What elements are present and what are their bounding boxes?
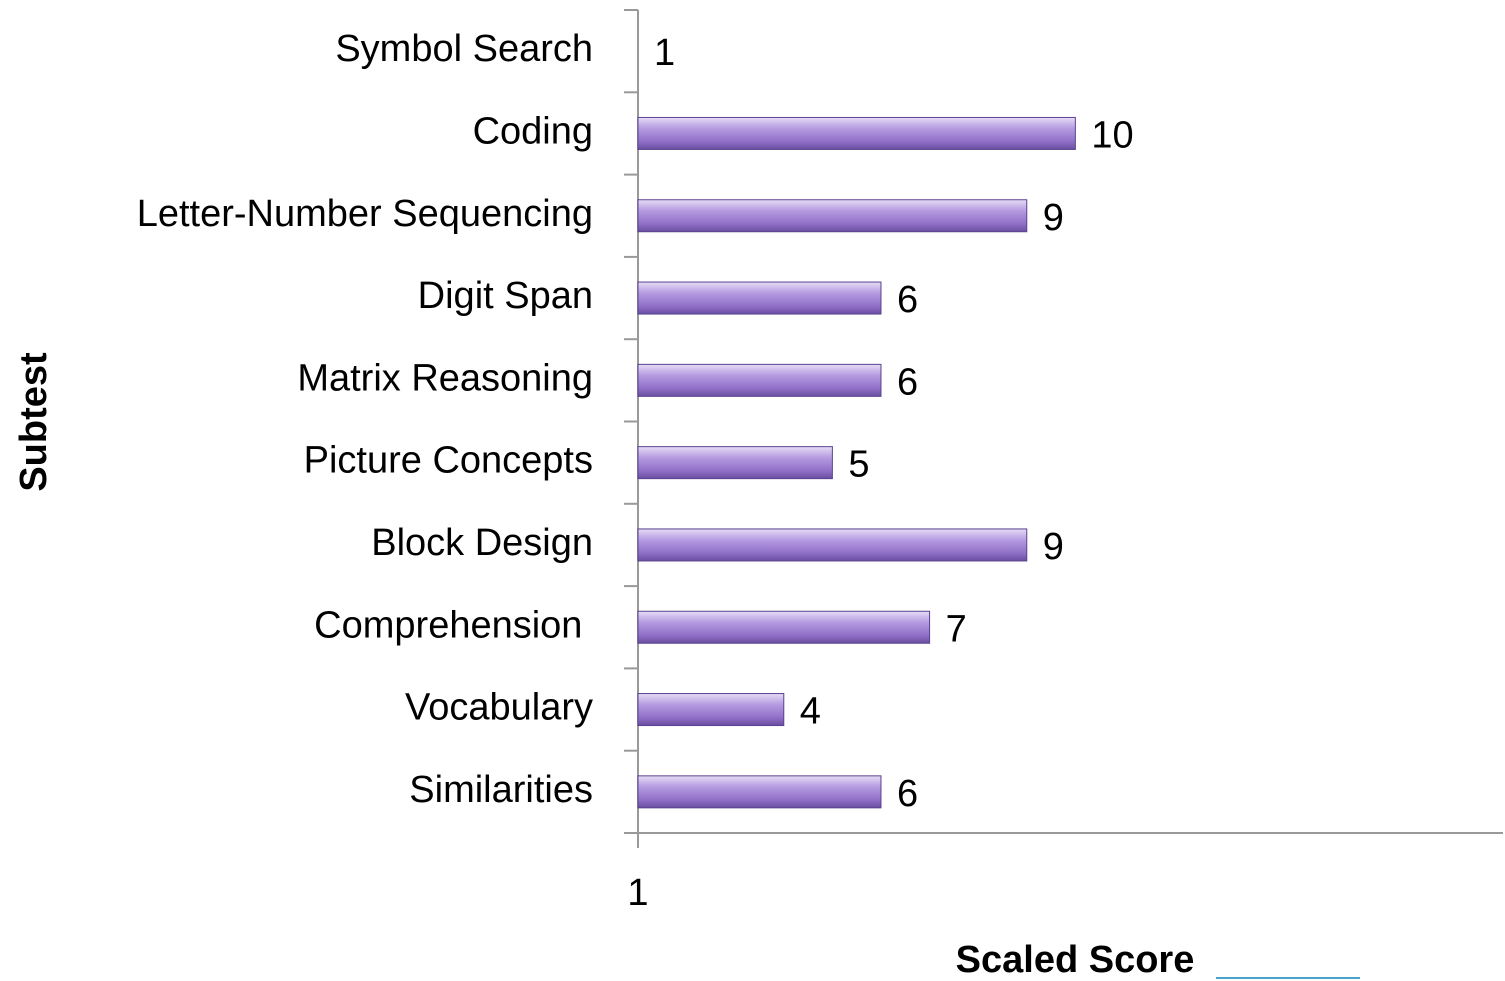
value-label: 5 (848, 444, 869, 486)
x-tick-label: 1 (627, 872, 648, 914)
bar (637, 528, 1028, 562)
y-tick-label: Digit Span (418, 275, 593, 317)
value-label: 9 (1043, 526, 1064, 568)
y-tick-label: Block Design (371, 522, 593, 564)
y-tick-label: Matrix Reasoning (297, 357, 593, 399)
value-label: 4 (800, 691, 821, 733)
bar (637, 199, 1028, 233)
bar (637, 116, 1076, 150)
bar (637, 775, 882, 809)
y-tick-label: Vocabulary (405, 687, 593, 729)
bar (637, 363, 882, 397)
bar (637, 693, 785, 727)
y-tick-label: Letter-Number Sequencing (137, 193, 593, 235)
value-label: 6 (897, 279, 918, 321)
y-tick-label: Coding (473, 110, 593, 152)
bar (637, 446, 833, 480)
y-tick-label: Similarities (409, 769, 593, 811)
y-tick-label: Picture Concepts (304, 440, 593, 482)
value-label: 6 (897, 773, 918, 815)
y-tick-label: Symbol Search (335, 28, 593, 70)
value-label: 7 (946, 608, 967, 650)
value-label: 6 (897, 361, 918, 403)
value-label: 1 (654, 32, 675, 74)
bar (637, 610, 931, 644)
value-label: 9 (1043, 197, 1064, 239)
bar (637, 281, 882, 315)
value-label: 10 (1091, 114, 1133, 156)
y-axis-label: Subtest (13, 352, 55, 492)
y-tick-label: Comprehension (314, 604, 593, 646)
x-axis-label: Scaled Score (956, 939, 1195, 981)
